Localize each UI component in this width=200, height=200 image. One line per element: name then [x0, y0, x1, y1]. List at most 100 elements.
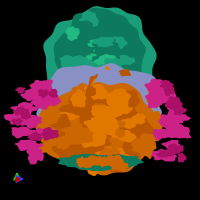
Polygon shape [57, 112, 80, 132]
Polygon shape [160, 85, 177, 103]
Polygon shape [158, 111, 180, 130]
Polygon shape [4, 110, 35, 126]
Polygon shape [69, 122, 96, 137]
Polygon shape [43, 114, 71, 129]
Polygon shape [74, 127, 94, 139]
Polygon shape [123, 111, 140, 127]
Polygon shape [15, 140, 44, 151]
Polygon shape [79, 10, 99, 29]
Polygon shape [107, 155, 122, 167]
Polygon shape [127, 86, 144, 102]
Polygon shape [145, 92, 165, 108]
Polygon shape [152, 114, 167, 130]
Polygon shape [77, 91, 88, 107]
Polygon shape [67, 55, 88, 67]
Polygon shape [94, 38, 112, 55]
Polygon shape [43, 6, 157, 118]
Polygon shape [102, 37, 128, 53]
Polygon shape [97, 69, 122, 82]
Polygon shape [89, 113, 119, 135]
Polygon shape [105, 154, 127, 173]
Polygon shape [70, 20, 93, 39]
Polygon shape [42, 96, 62, 109]
Polygon shape [75, 107, 100, 117]
Polygon shape [56, 136, 71, 150]
Polygon shape [146, 92, 161, 107]
Polygon shape [131, 113, 146, 124]
Polygon shape [89, 123, 114, 132]
Polygon shape [94, 156, 109, 167]
Polygon shape [84, 84, 105, 96]
Polygon shape [99, 155, 119, 167]
Polygon shape [111, 130, 137, 142]
Polygon shape [69, 121, 85, 132]
Polygon shape [89, 114, 103, 134]
Polygon shape [143, 144, 154, 159]
Polygon shape [93, 129, 117, 141]
Polygon shape [88, 54, 101, 70]
Polygon shape [62, 71, 93, 81]
Polygon shape [164, 83, 174, 96]
Polygon shape [173, 106, 187, 115]
Polygon shape [87, 39, 117, 48]
Polygon shape [112, 153, 131, 166]
Polygon shape [40, 82, 161, 175]
Polygon shape [40, 109, 73, 131]
Polygon shape [89, 85, 108, 100]
Polygon shape [86, 75, 101, 89]
Polygon shape [20, 88, 44, 101]
Polygon shape [152, 149, 178, 161]
Polygon shape [36, 63, 162, 150]
Polygon shape [58, 154, 144, 171]
Polygon shape [108, 75, 128, 90]
Polygon shape [108, 61, 124, 79]
Polygon shape [81, 53, 103, 69]
Polygon shape [167, 103, 183, 110]
Polygon shape [59, 113, 83, 135]
Polygon shape [101, 106, 122, 122]
Polygon shape [99, 147, 120, 160]
Polygon shape [148, 111, 164, 124]
Polygon shape [110, 159, 129, 171]
Polygon shape [87, 49, 108, 67]
Polygon shape [76, 59, 104, 75]
Polygon shape [110, 32, 136, 47]
Polygon shape [86, 85, 96, 98]
Polygon shape [123, 77, 150, 90]
Polygon shape [60, 55, 78, 69]
Polygon shape [102, 93, 122, 107]
Polygon shape [81, 136, 112, 147]
Polygon shape [92, 38, 119, 48]
Polygon shape [108, 109, 122, 120]
Polygon shape [70, 89, 86, 107]
Polygon shape [74, 110, 96, 124]
Polygon shape [101, 66, 112, 84]
Polygon shape [57, 125, 72, 134]
Polygon shape [95, 48, 116, 59]
Polygon shape [92, 37, 114, 47]
Polygon shape [96, 95, 107, 111]
Polygon shape [53, 112, 80, 120]
Polygon shape [55, 125, 79, 143]
Polygon shape [59, 107, 69, 117]
Polygon shape [90, 117, 109, 129]
Polygon shape [94, 54, 116, 69]
Polygon shape [33, 143, 52, 153]
Polygon shape [31, 90, 61, 110]
Polygon shape [80, 128, 107, 148]
Polygon shape [90, 52, 112, 67]
Polygon shape [27, 132, 42, 141]
Polygon shape [161, 140, 180, 151]
Polygon shape [93, 147, 125, 159]
Polygon shape [118, 69, 131, 85]
Polygon shape [93, 103, 109, 118]
Polygon shape [101, 112, 127, 128]
Polygon shape [92, 97, 103, 116]
Polygon shape [11, 118, 23, 126]
Polygon shape [99, 41, 121, 62]
Polygon shape [139, 133, 160, 144]
Polygon shape [103, 137, 124, 158]
Polygon shape [147, 83, 168, 101]
Polygon shape [163, 124, 191, 138]
Polygon shape [11, 126, 35, 138]
